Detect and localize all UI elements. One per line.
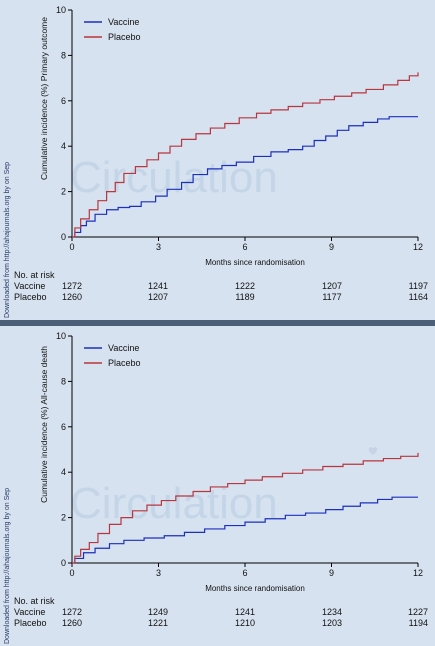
y-tick-label: 2 <box>61 187 66 197</box>
risk-cell: 1164 <box>408 292 428 302</box>
legend-label-placebo: Placebo <box>108 32 141 42</box>
x-tick-label: 9 <box>329 568 334 578</box>
risk-row-placebo: Placebo 1260 1221 1210 1203 1194 <box>0 618 435 629</box>
x-axis-label: Months since randomisation <box>205 258 305 267</box>
legend-label-vaccine: Vaccine <box>108 17 139 27</box>
series-line-placebo <box>72 452 419 564</box>
y-tick-label: 2 <box>61 513 66 523</box>
risk-cell: 1227 <box>407 607 428 617</box>
risk-table-header: No. at risk <box>14 270 55 280</box>
risk-cell: 1189 <box>235 292 255 302</box>
risk-row-label: Placebo <box>14 292 47 302</box>
risk-row-placebo: Placebo 1260 1207 1189 1177 1164 <box>0 292 435 303</box>
y-axis-label: Cumulative incidence (%) All-cause death <box>39 346 49 503</box>
watermark-text: Circulation <box>70 153 278 202</box>
risk-cell: 1222 <box>234 281 256 291</box>
x-tick-label: 9 <box>329 242 334 252</box>
risk-cell: 1177 <box>322 292 342 302</box>
y-tick-label: 0 <box>61 558 66 568</box>
risk-cell: 1197 <box>408 281 428 291</box>
x-tick-label: 3 <box>156 242 161 252</box>
x-tick-label: 6 <box>242 242 247 252</box>
risk-row-vaccine: Vaccine 1272 1241 1222 1207 1197 <box>0 281 435 292</box>
chart-panel-all-cause-death: Circulation 0 2 4 6 8 10 0 3 6 9 12 Months since ra… <box>0 326 435 646</box>
series-line-vaccine <box>72 116 418 238</box>
y-tick-label: 8 <box>61 376 66 386</box>
risk-table-header: No. at risk <box>14 596 55 606</box>
panel-divider <box>0 320 435 326</box>
y-tick-label: 6 <box>61 96 66 106</box>
y-tick-label: 10 <box>56 331 66 341</box>
x-tick-label: 12 <box>413 242 423 252</box>
y-tick-label: 4 <box>61 141 66 151</box>
risk-cell: 1194 <box>408 618 428 628</box>
risk-row-label: Vaccine <box>14 281 46 291</box>
x-tick-label: 0 <box>69 568 74 578</box>
y-axis-label: Cumulative incidence (%) Primary outcome <box>39 17 49 180</box>
heart-logo-icon <box>368 447 378 455</box>
legend-label-vaccine: Vaccine <box>108 343 139 353</box>
risk-cell: 1241 <box>147 281 169 291</box>
risk-cell: 1241 <box>234 607 256 617</box>
chart-primary-outcome: Circulation 0 2 4 6 8 10 0 3 6 9 12 Months since ra… <box>39 5 423 267</box>
x-tick-label: 3 <box>156 568 161 578</box>
risk-cell: 1272 <box>61 607 83 617</box>
risk-cell: 1210 <box>234 618 256 628</box>
risk-cell: 1272 <box>61 281 83 291</box>
legend-label-placebo: Placebo <box>108 358 141 368</box>
risk-row-vaccine: Vaccine 1272 1249 1241 1234 1227 <box>0 607 435 618</box>
y-tick-label: 8 <box>61 50 66 60</box>
x-axis-label: Months since randomisation <box>205 584 305 593</box>
risk-cell: 1249 <box>147 607 169 617</box>
risk-cell: 1203 <box>321 618 343 628</box>
x-tick-label: 6 <box>242 568 247 578</box>
y-tick-label: 0 <box>61 232 66 242</box>
y-tick-label: 4 <box>61 467 66 477</box>
y-tick-label: 10 <box>56 5 66 15</box>
x-tick-label: 12 <box>413 568 423 578</box>
series-line-vaccine <box>72 496 418 564</box>
risk-cell: 1221 <box>147 618 169 628</box>
risk-cell: 1260 <box>61 292 83 302</box>
risk-row-label: Placebo <box>14 618 47 628</box>
risk-row-label: Vaccine <box>14 607 46 617</box>
chart-panel-primary-outcome: Circulation 0 2 4 6 8 10 0 3 6 9 12 Months since ra… <box>0 0 435 320</box>
risk-cell: 1207 <box>147 292 169 302</box>
risk-cell: 1234 <box>321 607 343 617</box>
y-tick-label: 6 <box>61 422 66 432</box>
x-tick-label: 0 <box>69 242 74 252</box>
watermark-text: Circulation <box>70 479 278 528</box>
risk-cell: 1260 <box>61 618 83 628</box>
risk-cell: 1207 <box>321 281 343 291</box>
chart-all-cause-death: Circulation 0 2 4 6 8 10 0 3 6 9 12 Months since ra… <box>39 331 423 593</box>
series-line-placebo <box>72 72 419 238</box>
